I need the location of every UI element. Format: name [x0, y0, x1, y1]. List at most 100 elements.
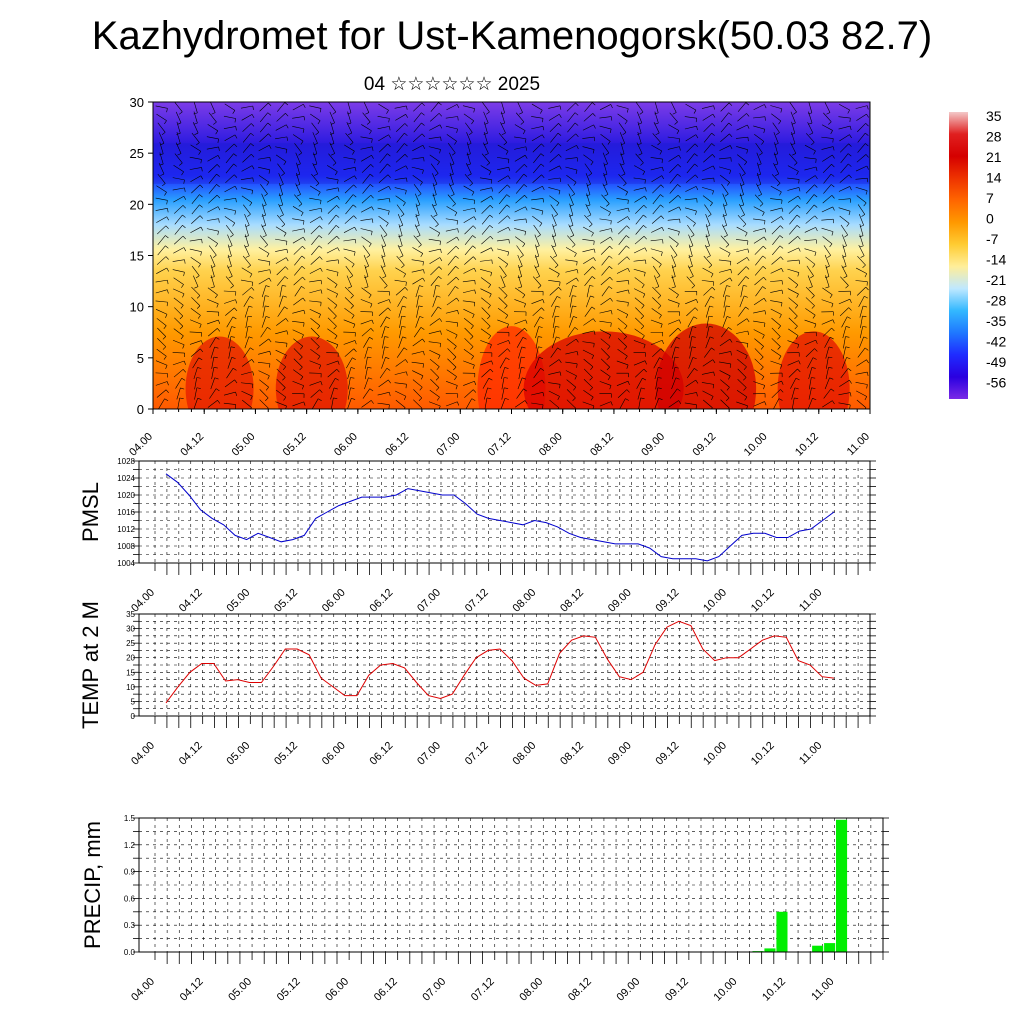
wind-barb-flag	[845, 285, 849, 289]
wind-barb-flag	[399, 255, 404, 258]
wind-barb-flag	[386, 368, 391, 371]
wind-barb-flag	[440, 249, 442, 254]
wind-barb	[243, 347, 251, 358]
wind-barb-flag	[232, 367, 237, 371]
wind-barb-flag	[643, 236, 647, 240]
wind-barb	[497, 175, 509, 183]
wind-barb	[618, 174, 627, 184]
wind-barb-flag	[678, 154, 682, 159]
wind-barb	[667, 228, 680, 232]
wind-barb	[412, 133, 423, 143]
wind-barb	[582, 226, 594, 234]
wind-barb	[821, 227, 834, 232]
wind-barb-flag	[576, 145, 579, 150]
wind-barb	[549, 123, 559, 133]
wind-barb	[292, 134, 304, 142]
wind-barb-flag	[829, 336, 834, 340]
wind-barb	[584, 102, 593, 112]
wind-barb	[276, 379, 286, 388]
wind-barb	[856, 390, 867, 397]
wind-barb-flag	[657, 387, 662, 389]
wind-barb-flag	[401, 315, 406, 318]
wind-barb-flag	[643, 272, 646, 277]
wind-barb	[189, 156, 202, 160]
wind-barb	[514, 299, 526, 304]
wind-barb-flag	[558, 359, 562, 363]
wind-barb	[739, 203, 745, 215]
wind-barb	[567, 327, 575, 338]
wind-barb	[753, 218, 766, 221]
wind-barb	[807, 275, 813, 287]
wind-barb-flag	[849, 404, 851, 409]
wind-barb	[346, 275, 352, 287]
wind-barb-flag	[284, 276, 289, 280]
wind-barb	[721, 224, 728, 236]
wind-barb-flag	[832, 319, 835, 324]
wind-barb-flag	[265, 386, 269, 391]
wind-barb	[636, 378, 643, 389]
temp-series-line	[165, 620, 835, 704]
wind-barb-flag	[696, 299, 699, 304]
wind-barb-flag	[557, 132, 562, 136]
wind-barb-flag	[798, 187, 801, 192]
wind-barb-flag	[286, 124, 289, 129]
wind-barb	[518, 356, 522, 369]
wind-barb-flag	[506, 204, 511, 208]
wind-barb	[191, 265, 200, 276]
wind-barb-flag	[403, 273, 406, 278]
wind-barb-flag	[693, 316, 698, 319]
wind-barb-flag	[864, 347, 869, 351]
wind-barb-flag	[320, 208, 323, 213]
wind-barb	[242, 399, 252, 408]
wind-barb	[771, 327, 781, 337]
wind-barb-flag	[269, 157, 271, 162]
wind-barb	[240, 279, 253, 283]
wind-barb-flag	[422, 338, 426, 343]
wind-barb	[293, 276, 303, 286]
wind-barb-flag	[439, 343, 441, 348]
wind-barb	[446, 206, 458, 213]
wind-barb-flag	[705, 245, 710, 248]
wind-barb	[857, 347, 866, 358]
wind-barb	[549, 195, 560, 203]
wind-barb	[566, 389, 576, 399]
wind-barb	[671, 264, 676, 277]
wind-barb-flag	[643, 368, 647, 373]
wind-barb	[633, 187, 646, 191]
wind-barb-flag	[268, 277, 272, 282]
wind-barb	[790, 111, 796, 124]
wind-barb	[807, 398, 813, 409]
wind-barb	[838, 116, 851, 119]
wind-barb-flag	[504, 367, 509, 369]
wind-barb-flag	[743, 377, 747, 381]
wind-barb	[585, 295, 591, 308]
wind-barb	[514, 136, 527, 140]
wind-barb	[361, 400, 372, 408]
wind-barb	[258, 246, 270, 254]
wind-barb-flag	[657, 142, 661, 146]
wind-barb	[650, 248, 663, 253]
wind-barb	[210, 275, 215, 287]
wind-barb-flag	[711, 287, 716, 291]
wind-barb-flag	[844, 234, 848, 238]
wind-barb	[278, 203, 284, 216]
wind-barb	[804, 239, 817, 241]
wind-barb	[838, 103, 850, 111]
wind-barb-flag	[483, 133, 488, 135]
wind-barb-flag	[811, 367, 816, 369]
wind-barb	[618, 235, 627, 246]
wind-barb	[428, 330, 441, 334]
wind-barb-flag	[848, 211, 851, 216]
wind-barb	[395, 114, 406, 121]
wind-barb	[720, 102, 730, 112]
x-tick-label: 04.00	[129, 976, 157, 1004]
wind-barb-flag	[626, 235, 630, 239]
wind-barb	[310, 318, 321, 326]
wind-barb	[790, 377, 797, 389]
x-tick-label: 05.12	[272, 740, 300, 768]
wind-barb	[415, 193, 421, 205]
wind-barb-flag	[403, 396, 407, 400]
wind-barb	[705, 214, 711, 226]
wind-barb	[224, 185, 236, 193]
wind-barb-flag	[795, 377, 800, 381]
